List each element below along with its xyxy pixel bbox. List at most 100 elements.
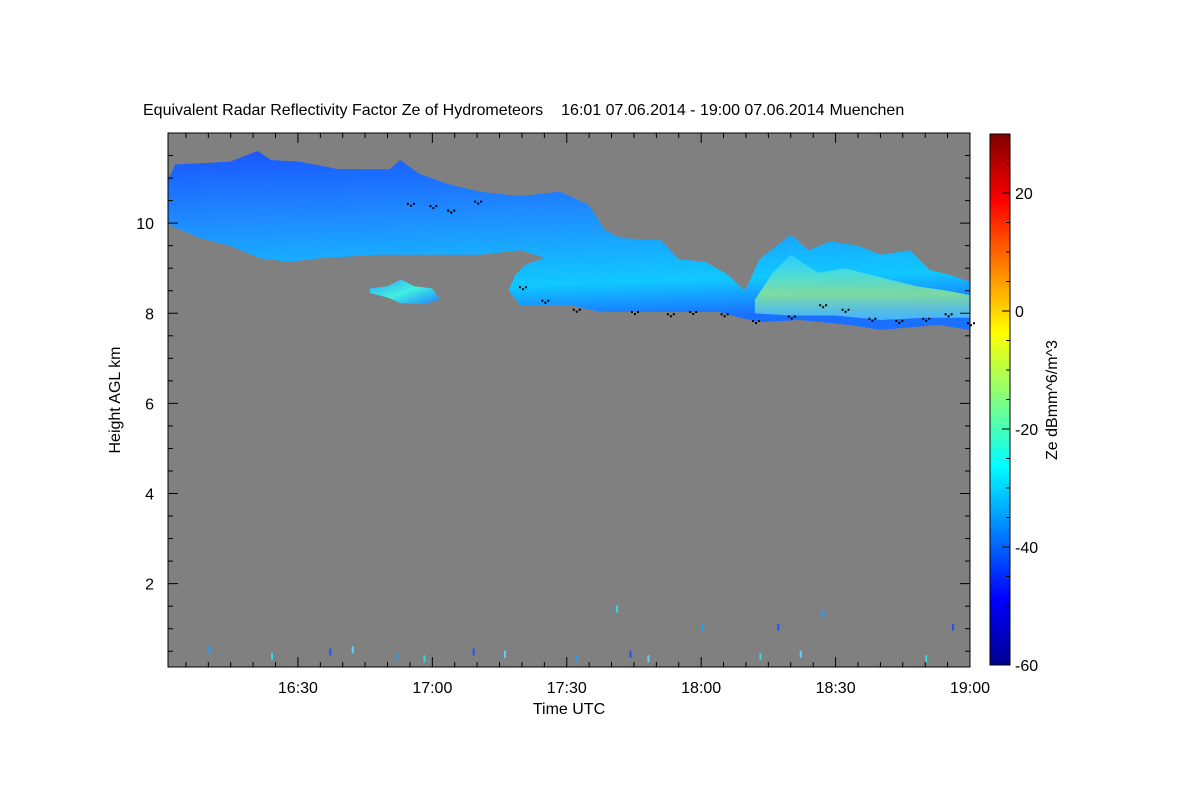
colorbar-label: Ze dBmm^6/m^3: [1044, 340, 1061, 460]
title-time-range: 16:01 07.06.2014 - 19:00 07.06.2014: [561, 102, 824, 119]
cloud-base-marker: [847, 308, 850, 311]
cloud-base-marker: [541, 299, 544, 302]
cloud-base-marker: [547, 299, 550, 302]
colorbar-ticks: 20 0 -20 -40 -60: [1002, 133, 1038, 675]
cloud-base-marker: [480, 200, 483, 203]
colorbar-tick-label: 0: [1015, 304, 1024, 321]
cloud-region-lower-right-enhanced: [754, 254, 970, 320]
cloud-base-marker: [636, 311, 639, 313]
cloud-base-marker: [822, 306, 825, 309]
cloud-regions: [168, 151, 970, 330]
cloud-base-marker: [751, 320, 754, 323]
cloud-base-marker: [901, 320, 904, 323]
cloud-region-isolated-cloud: [369, 279, 440, 305]
cloud-base-marker: [790, 317, 793, 320]
clutter-point: [472, 648, 475, 656]
cloud-base-marker: [689, 311, 692, 313]
clutter-point: [423, 655, 426, 663]
clutter-point: [925, 655, 928, 663]
clutter-point: [822, 610, 825, 618]
cloud-base-marker: [925, 319, 928, 322]
x-tick-label: 19:00: [950, 680, 990, 697]
cloud-base-marker: [432, 207, 435, 210]
clutter-point: [616, 605, 619, 613]
cloud-base-marker: [521, 288, 524, 291]
title-location: Muenchen: [830, 102, 905, 119]
chart-title: Equivalent Radar Reflectivity Factor Ze …: [143, 102, 904, 119]
clutter-point: [271, 652, 274, 660]
clutter-point: [777, 623, 780, 631]
cloud-base-marker: [544, 301, 547, 304]
cloud-base-marker: [950, 313, 953, 316]
title-main: Equivalent Radar Reflectivity Factor Ze …: [143, 102, 543, 119]
cloud-base-marker: [630, 311, 633, 313]
y-axis: 2 4 6 8 10: [136, 132, 970, 652]
clutter-point: [351, 646, 354, 654]
clutter-point: [629, 650, 632, 658]
cloud-base-marker: [970, 324, 972, 327]
cloud-base-marker: [429, 205, 432, 208]
y-tick-label: 6: [145, 396, 154, 413]
cloud-base-marker: [720, 313, 723, 316]
cloud-base-marker: [669, 315, 672, 318]
cloud-base-markers: [406, 200, 975, 327]
cloud-base-marker: [868, 317, 871, 320]
x-tick-label: 18:30: [816, 680, 856, 697]
cloud-base-marker: [477, 202, 480, 205]
cloud-base-marker: [578, 308, 581, 311]
colorbar-tick-label: 20: [1015, 186, 1033, 203]
colorbar-tick-label: -20: [1015, 422, 1038, 439]
cloud-base-marker: [967, 322, 969, 325]
cloud-base-marker: [474, 200, 477, 203]
cloud-base-marker: [692, 313, 695, 315]
cloud-base-marker: [406, 202, 409, 205]
y-axis-label: Height AGL km: [107, 346, 124, 453]
ground-clutter: [208, 605, 955, 663]
cloud-base-marker: [793, 315, 796, 318]
cloud-base-marker: [672, 313, 675, 316]
cloud-base-marker: [944, 313, 947, 316]
clutter-point: [504, 650, 507, 658]
cloud-base-marker: [757, 320, 760, 323]
cloud-base-marker: [518, 286, 521, 289]
y-tick-label: 2: [145, 577, 154, 594]
cloud-base-marker: [726, 313, 729, 316]
cloud-base-marker: [633, 313, 636, 315]
colorbar-tick-label: -40: [1015, 540, 1038, 557]
clutter-point: [208, 646, 211, 654]
cloud-base-marker: [844, 310, 847, 313]
cloud-base-marker: [973, 322, 975, 325]
clutter-point: [759, 652, 762, 660]
clutter-point: [952, 623, 955, 631]
cloud-base-marker: [575, 310, 578, 313]
y-tick-label: 4: [145, 487, 154, 504]
clutter-point: [329, 648, 332, 656]
cloud-base-marker: [447, 209, 450, 212]
cloud-base-marker: [928, 317, 931, 320]
cloud-base-marker: [695, 311, 698, 313]
colorbar-tick-label: -60: [1015, 658, 1038, 675]
cloud-base-marker: [754, 322, 757, 325]
cloud-base-marker: [874, 317, 877, 320]
x-axis: 16:30 17:00 17:30 18:00 18:30 19:00: [185, 133, 990, 697]
cloud-base-marker: [895, 320, 898, 323]
x-axis-label: Time UTC: [533, 701, 605, 718]
clutter-point: [701, 623, 704, 631]
x-tick-label: 17:30: [547, 680, 587, 697]
x-tick-label: 17:00: [412, 680, 452, 697]
y-tick-label: 10: [136, 216, 154, 233]
cloud-base-marker: [898, 322, 901, 325]
cloud-base-marker: [409, 204, 412, 207]
x-tick-label: 18:00: [681, 680, 721, 697]
cloud-base-marker: [572, 308, 575, 311]
cloud-base-marker: [412, 202, 415, 205]
cloud-base-marker: [453, 209, 456, 212]
cloud-base-marker: [435, 205, 438, 208]
plot-frame: [167, 132, 971, 668]
clutter-point: [647, 655, 650, 663]
y-tick-label: 8: [145, 306, 154, 323]
cloud-base-marker: [947, 315, 950, 318]
clutter-point: [396, 652, 399, 660]
cloud-base-marker: [723, 315, 726, 318]
